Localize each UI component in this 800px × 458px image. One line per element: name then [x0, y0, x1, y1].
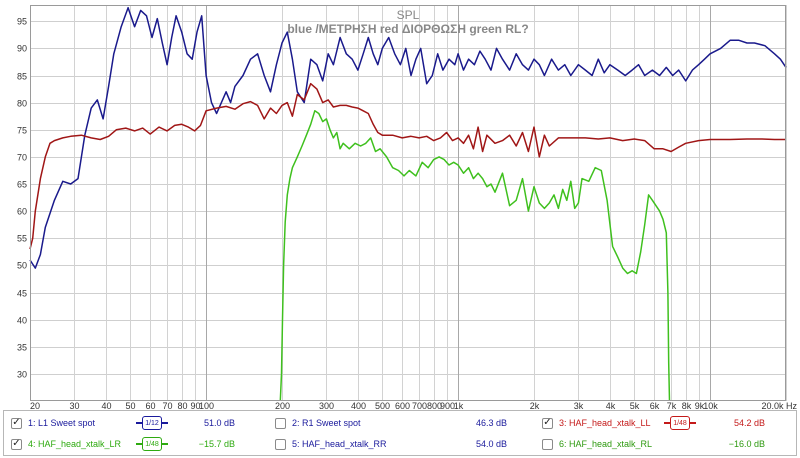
- x-tick-label: 3k: [574, 401, 584, 410]
- x-tick-label: 100: [199, 401, 214, 410]
- smoothing-indicator[interactable]: 1/48: [664, 416, 696, 430]
- chart-canvas[interactable]: 30 35 40 45 50 55 60 65 70 75 80 85 90 95 20 30 40 50 60 7…: [0, 0, 800, 410]
- legend-value: 51.0 dB: [203, 418, 235, 428]
- x-tick-label: 6k: [650, 401, 660, 410]
- series-line-3: [279, 110, 671, 402]
- legend-value: −15.7 dB: [198, 439, 235, 449]
- x-tick-label: 700: [412, 401, 427, 410]
- x-tick-label: 8k: [682, 401, 692, 410]
- y-tick-label: 35: [17, 343, 27, 353]
- legend-checkbox[interactable]: ✓: [11, 438, 22, 450]
- legend-item[interactable]: 5: HAF_head_xtalk_RR: [275, 434, 387, 454]
- legend-item[interactable]: 2: R1 Sweet spot: [275, 413, 361, 433]
- y-tick-label: 95: [17, 17, 27, 27]
- x-tick-label: 9k: [695, 401, 705, 410]
- legend-label: 3: HAF_head_xtalk_LL: [559, 418, 651, 428]
- chart-subtitle: blue /ΜΕΤΡΗΣΗ red ΔΙΟΡΘΩΣΗ green RL?: [287, 22, 528, 36]
- legend-value: −16.0 dB: [728, 439, 765, 449]
- legend-item[interactable]: ✓ 4: HAF_head_xtalk_LR: [11, 434, 121, 454]
- legend-checkbox[interactable]: ✓: [542, 417, 553, 429]
- y-tick-label: 85: [17, 72, 27, 82]
- x-tick-label: 400: [351, 401, 366, 410]
- y-tick-labels: 30 35 40 45 50 55 60 65 70 75 80 85 90 95: [17, 17, 27, 380]
- x-tick-label: 80: [177, 401, 187, 410]
- y-tick-label: 75: [17, 126, 27, 136]
- y-tick-label: 70: [17, 153, 27, 163]
- legend-item[interactable]: 6: HAF_head_xtalk_RL: [542, 434, 652, 454]
- legend-label: 2: R1 Sweet spot: [292, 418, 361, 428]
- x-tick-label: 900: [440, 401, 455, 410]
- smoothing-label: 1/48: [670, 416, 690, 430]
- plot-area[interactable]: [30, 5, 786, 401]
- legend-checkbox[interactable]: ✓: [11, 417, 22, 429]
- series-line-2: [29, 82, 786, 250]
- y-tick-label: 40: [17, 316, 27, 326]
- chart-title: SPL: [397, 8, 420, 22]
- plot-border: [30, 5, 786, 401]
- x-tick-label: 7k: [667, 401, 677, 410]
- x-tick-label: 20.0k Hz: [761, 401, 797, 410]
- series-line-1: [29, 6, 787, 269]
- x-tick-label: 40: [101, 401, 111, 410]
- legend-label: 5: HAF_head_xtalk_RR: [292, 439, 387, 449]
- x-tick-label: 1k: [454, 401, 464, 410]
- y-tick-label: 80: [17, 99, 27, 109]
- legend-checkbox[interactable]: [275, 417, 286, 429]
- x-tick-label: 10k: [703, 401, 718, 410]
- x-tick-label: 5k: [630, 401, 640, 410]
- y-tick-label: 60: [17, 207, 27, 217]
- x-tick-label: 300: [319, 401, 334, 410]
- x-tick-label: 200: [275, 401, 290, 410]
- legend-label: 1: L1 Sweet spot: [28, 418, 96, 428]
- legend-label: 4: HAF_head_xtalk_LR: [28, 439, 122, 449]
- x-tick-label: 50: [125, 401, 135, 410]
- spl-chart[interactable]: 30 35 40 45 50 55 60 65 70 75 80 85 90 95 20 30 40 50 60 7…: [0, 0, 800, 410]
- y-tick-label: 55: [17, 234, 27, 244]
- smoothing-label: 1/12: [142, 416, 162, 430]
- legend-value: 54.2 dB: [733, 418, 765, 428]
- smoothing-indicator[interactable]: 1/48: [136, 437, 168, 451]
- y-tick-label: 45: [17, 289, 27, 299]
- grid-layer: [30, 5, 787, 401]
- smoothing-label: 1/48: [142, 437, 162, 451]
- x-tick-label: 70: [162, 401, 172, 410]
- x-tick-label: 4k: [606, 401, 616, 410]
- x-tick-label: 800: [427, 401, 442, 410]
- y-tick-label: 65: [17, 180, 27, 190]
- y-tick-label: 90: [17, 44, 27, 54]
- y-tick-label: 30: [17, 370, 27, 380]
- x-tick-label: 500: [375, 401, 390, 410]
- x-tick-label: 600: [395, 401, 410, 410]
- legend-checkbox[interactable]: [542, 438, 553, 450]
- x-tick-label: 30: [69, 401, 79, 410]
- x-tick-label: 20: [30, 401, 40, 410]
- legend-value: 54.0 dB: [475, 439, 507, 449]
- x-tick-label: 90: [190, 401, 200, 410]
- x-tick-label: 60: [145, 401, 155, 410]
- legend-value: 46.3 dB: [475, 418, 507, 428]
- x-tick-label: 2k: [530, 401, 540, 410]
- y-tick-label: 50: [17, 261, 27, 271]
- legend-checkbox[interactable]: [275, 438, 286, 450]
- smoothing-indicator[interactable]: 1/12: [136, 416, 168, 430]
- legend-item[interactable]: ✓ 3: HAF_head_xtalk_LL: [542, 413, 651, 433]
- legend-panel: ✓ 1: L1 Sweet spot 1/12 51.0 dB 2: R1 Sweet …: [3, 410, 797, 456]
- legend-item[interactable]: ✓ 1: L1 Sweet spot: [11, 413, 95, 433]
- series-layer: [29, 6, 787, 402]
- legend-label: 6: HAF_head_xtalk_RL: [559, 439, 653, 449]
